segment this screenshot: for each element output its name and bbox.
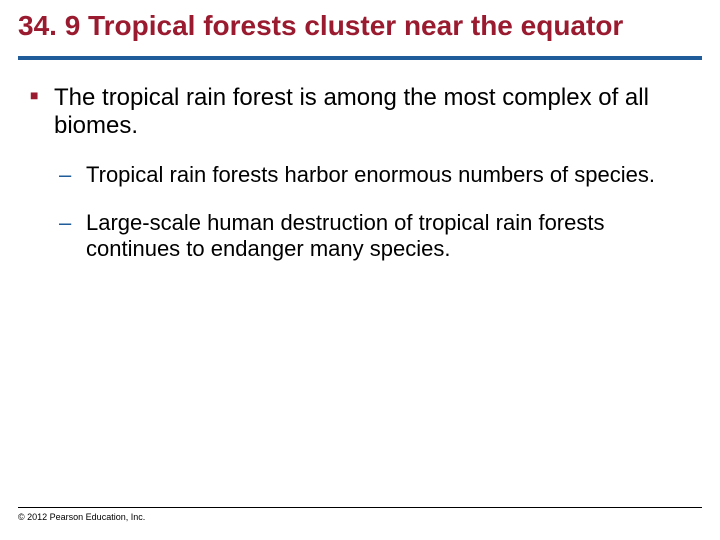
slide: 34. 9 Tropical forests cluster near the …	[0, 0, 720, 540]
bullet-level2: Large-scale human destruction of tropica…	[26, 210, 694, 262]
bullet-level2: Tropical rain forests harbor enormous nu…	[26, 162, 694, 188]
slide-title: 34. 9 Tropical forests cluster near the …	[18, 10, 702, 42]
content-area: The tropical rain forest is among the mo…	[18, 74, 702, 262]
footer-divider	[18, 507, 702, 508]
copyright-text: © 2012 Pearson Education, Inc.	[18, 512, 702, 522]
footer: © 2012 Pearson Education, Inc.	[18, 507, 702, 522]
bullet-level1-text: The tropical rain forest is among the mo…	[54, 84, 649, 139]
bullet-level2-text: Tropical rain forests harbor enormous nu…	[86, 162, 655, 187]
bullet-level1: The tropical rain forest is among the mo…	[26, 84, 694, 140]
bullet-level2-text: Large-scale human destruction of tropica…	[86, 210, 604, 261]
title-divider	[18, 56, 702, 60]
